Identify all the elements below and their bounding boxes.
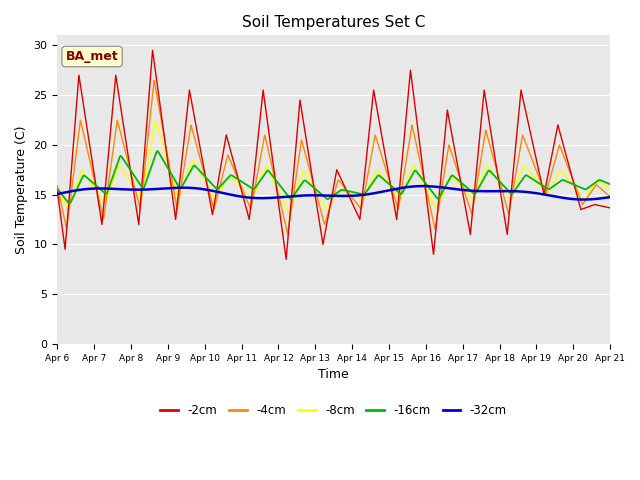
Text: BA_met: BA_met — [66, 50, 118, 63]
Y-axis label: Soil Temperature (C): Soil Temperature (C) — [15, 125, 28, 254]
X-axis label: Time: Time — [318, 368, 349, 381]
Title: Soil Temperatures Set C: Soil Temperatures Set C — [242, 15, 426, 30]
Legend: -2cm, -4cm, -8cm, -16cm, -32cm: -2cm, -4cm, -8cm, -16cm, -32cm — [156, 399, 512, 421]
